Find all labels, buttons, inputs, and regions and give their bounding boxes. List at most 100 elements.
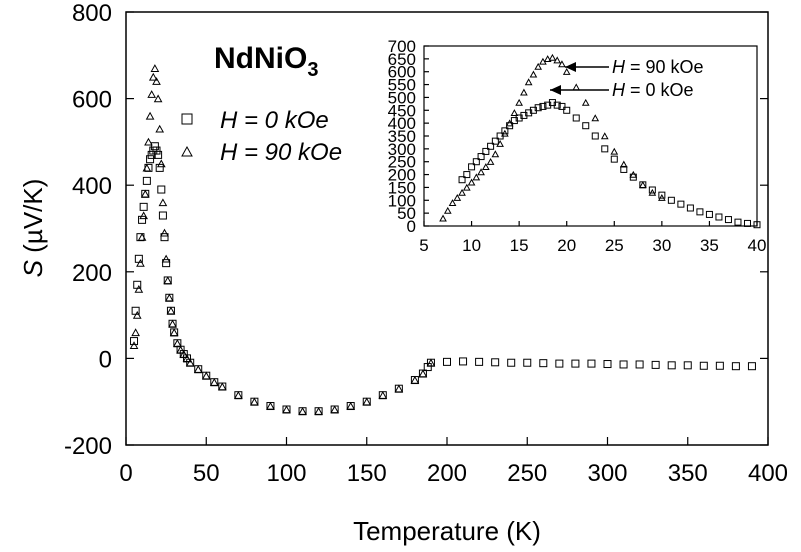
- square-point: [619, 360, 628, 369]
- inset-annotation-h90-symbol: H: [612, 57, 626, 77]
- inset-series-h90: [439, 53, 666, 222]
- y-tick-label: 400: [388, 114, 416, 133]
- square-point: [162, 259, 171, 268]
- triangle-point: [137, 232, 147, 241]
- triangle-point: [298, 407, 307, 415]
- x-tick-label: 200: [427, 460, 467, 487]
- triangle-point: [142, 163, 152, 172]
- square-point: [147, 150, 156, 159]
- triangle-point: [553, 56, 562, 64]
- triangle-point: [629, 170, 638, 178]
- square-point: [152, 146, 161, 155]
- square-point: [154, 150, 163, 159]
- legend-marker-triangle: [181, 145, 193, 157]
- triangle-point: [558, 60, 566, 68]
- triangle-point: [600, 132, 609, 140]
- x-axis-label: Temperature (K): [353, 516, 541, 546]
- triangle-point: [394, 384, 404, 393]
- main-series-h90: [129, 64, 436, 415]
- square-point: [715, 213, 723, 221]
- square-point: [160, 233, 169, 242]
- triangle-point: [510, 109, 519, 117]
- x-tick-label: 15: [510, 236, 529, 255]
- triangle-point: [145, 111, 155, 120]
- inset-background: [424, 46, 757, 226]
- x-tick-label: 0: [119, 460, 132, 487]
- square-point: [130, 337, 139, 346]
- square-point: [635, 360, 644, 369]
- legend-label-h0: H = 0 kOe: [220, 107, 329, 134]
- y-tick-label: 200: [72, 260, 112, 287]
- triangle-point: [150, 64, 160, 72]
- inset-annotation-h90-value: = 90 kOe: [625, 57, 704, 77]
- triangle-point: [491, 150, 500, 158]
- triangle-point: [591, 114, 600, 122]
- x-tick-label: 35: [700, 236, 719, 255]
- triangle-point: [477, 168, 485, 176]
- triangle-point: [610, 147, 619, 155]
- x-tick-label: 250: [507, 460, 547, 487]
- square-point: [477, 153, 485, 161]
- square-point: [667, 361, 676, 370]
- y-tick-label: 700: [388, 37, 416, 56]
- triangle-point: [314, 407, 323, 415]
- inset-annotation-h90: H = 90 kOe: [565, 57, 704, 77]
- square-point: [487, 142, 495, 150]
- square-point: [686, 204, 694, 212]
- main-y-tick-labels: -200 0 200 400 600 800: [64, 0, 112, 460]
- square-point: [458, 176, 466, 184]
- square-point: [715, 361, 724, 370]
- triangle-point: [439, 214, 447, 222]
- inset-annotation-h90-text: H = 90 kOe: [612, 57, 704, 77]
- triangle-point: [562, 67, 571, 75]
- square-point: [459, 357, 468, 366]
- triangle-point: [658, 193, 666, 201]
- triangle-point: [648, 188, 657, 196]
- triangle-point: [144, 137, 153, 146]
- square-point: [558, 102, 566, 110]
- triangle-point: [619, 160, 628, 168]
- y-tick-label: 450: [388, 101, 416, 120]
- triangle-point: [201, 371, 211, 380]
- square-point: [142, 176, 151, 185]
- square-point: [591, 132, 599, 140]
- square-point: [523, 358, 532, 367]
- square-point: [563, 106, 571, 114]
- square-point: [491, 137, 499, 145]
- triangle-point: [472, 173, 481, 181]
- y-tick-label: 250: [388, 153, 416, 172]
- y-axis-label-unit: (µV/K): [18, 179, 48, 260]
- chart-title: NdNiO3: [214, 42, 318, 81]
- x-tick-label: 150: [347, 460, 387, 487]
- square-point: [139, 202, 148, 211]
- square-point: [603, 360, 612, 369]
- triangle-point: [501, 129, 509, 137]
- square-point: [699, 361, 708, 370]
- triangle-point: [330, 405, 339, 414]
- square-point: [534, 104, 542, 112]
- y-tick-label: 400: [72, 173, 112, 200]
- triangle-point: [158, 198, 168, 207]
- y-tick-label: 500: [388, 88, 416, 107]
- square-point: [482, 147, 490, 155]
- square-point: [683, 361, 692, 370]
- legend-marker-square: [181, 113, 193, 125]
- inset-annotation-h0-text: H = 0 kOe: [612, 80, 694, 100]
- triangle-point: [448, 199, 457, 207]
- square-point: [155, 163, 164, 172]
- inset-annotation-h0-symbol: H: [612, 80, 626, 100]
- y-tick-label: 600: [388, 63, 416, 82]
- triangle-point: [426, 358, 436, 367]
- x-tick-label: 300: [587, 460, 627, 487]
- square-point: [572, 114, 580, 122]
- triangle-point: [346, 401, 356, 410]
- chart-title-subscript: 3: [307, 59, 318, 81]
- square-point: [507, 358, 516, 367]
- square-point: [620, 165, 628, 173]
- square-point: [539, 359, 548, 368]
- x-tick-label: 40: [748, 236, 767, 255]
- triangle-point: [182, 354, 192, 363]
- triangle-point: [161, 254, 171, 263]
- triangle-point: [638, 181, 647, 189]
- square-point: [468, 163, 476, 171]
